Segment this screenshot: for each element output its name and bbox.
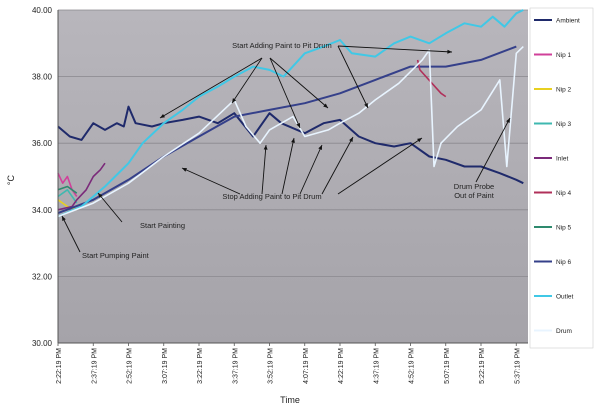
x-tick-label: 2:37:19 PM — [91, 348, 98, 384]
annotation-arrow — [337, 45, 453, 53]
series-line-inlet — [57, 162, 106, 211]
x-axis-title: Time — [280, 395, 300, 405]
legend-label: Nip 3 — [556, 121, 572, 128]
axes: 30.00 32.00 34.00 36.00 38.00 40.00 2:22:19 PM… — [32, 6, 528, 384]
series-line-nip-3 — [57, 189, 78, 204]
legend-label: Nip 1 — [556, 52, 572, 59]
annotation-label: Start Adding Paint to Pit Drum — [232, 41, 332, 50]
annotation-arrowhead — [160, 114, 165, 118]
x-tick-label: 2:52:19 PM — [127, 348, 134, 384]
annotation-arrowhead — [506, 118, 510, 123]
legend-label: Nip 2 — [556, 87, 572, 94]
y-tick-label: 36.00 — [32, 139, 53, 148]
x-tick-label: 5:37:19 PM — [514, 348, 521, 384]
legend-box — [529, 7, 594, 349]
x-tick-label: 3:07:19 PM — [162, 348, 169, 384]
annotation-arrow — [269, 57, 301, 129]
x-tick-label: 3:22:19 PM — [197, 348, 204, 384]
annotation-arrow — [231, 57, 263, 104]
annotation-arrowhead — [323, 103, 328, 108]
annotation-arrow — [269, 57, 329, 109]
annotation-arrow — [181, 167, 241, 195]
annotation-arrow — [337, 45, 369, 109]
series-line-nip-1 — [57, 172, 78, 197]
annotation-label: Drum Probe — [454, 182, 494, 191]
y-tick-label: 38.00 — [32, 73, 53, 82]
legend-label: Inlet — [556, 156, 568, 163]
annotation-arrowhead — [447, 49, 452, 54]
annotation-arrow — [475, 117, 511, 183]
annotation-arrow — [97, 192, 123, 223]
x-tick-label: 5:22:19 PM — [479, 348, 486, 384]
annotation-arrow — [299, 144, 323, 195]
annotation-arrowhead — [296, 123, 300, 128]
x-tick-label: 4:22:19 PM — [338, 348, 345, 384]
series-line-nip-6 — [57, 45, 517, 215]
x-tick-label: 4:37:19 PM — [373, 348, 380, 384]
series-line-nip-2 — [57, 199, 78, 211]
annotation-arrowhead — [318, 145, 322, 150]
annotation-arrow — [321, 136, 354, 195]
series-line-outlet — [57, 9, 524, 218]
annotation-arrowhead — [417, 138, 422, 143]
annotation-arrowhead — [291, 138, 295, 143]
annotation-arrow — [337, 137, 423, 195]
annotation-arrowhead — [182, 168, 187, 172]
x-tick-label: 2:22:19 PM — [56, 348, 63, 384]
y-tick-label: 30.00 — [32, 339, 53, 348]
series-line-drum — [57, 46, 524, 218]
annotation-arrowhead — [232, 98, 237, 103]
annotation-arrowhead — [263, 145, 268, 150]
legend-label: Outlet — [556, 294, 574, 301]
annotation-arrowhead — [98, 193, 103, 198]
legend-label: Nip 4 — [556, 190, 572, 197]
plot-area — [58, 10, 528, 343]
annotation-arrow — [159, 57, 263, 119]
y-tick-label: 32.00 — [32, 272, 53, 281]
annotation-label: Start Pumping Paint — [82, 251, 150, 260]
y-tick-label: 40.00 — [32, 6, 53, 15]
x-tick-label: 3:37:19 PM — [232, 348, 239, 384]
annotation-label: Stop Adding Paint to Pit Drum — [222, 192, 321, 201]
legend-label: Nip 6 — [556, 259, 572, 266]
x-tick-label: 4:52:19 PM — [409, 348, 416, 384]
annotation-arrowhead — [349, 137, 353, 142]
annotation-arrowhead — [62, 216, 66, 221]
annotations: Start Adding Paint to Pit Drum Stop Addin… — [61, 41, 511, 260]
annotation-arrow — [281, 137, 295, 195]
series-lines — [57, 9, 524, 218]
annotation-label: Out of Paint — [454, 191, 495, 200]
legend: Ambient Nip 1 Nip 2 Nip 3 Inlet Nip 4 Nip 5 Nip… — [529, 7, 594, 349]
x-tick-label: 4:07:19 PM — [303, 348, 310, 384]
annotation-arrow — [61, 215, 81, 253]
x-tick-label: 3:52:19 PM — [268, 348, 275, 384]
annotation-label: Start Painting — [140, 221, 185, 230]
legend-label: Drum — [556, 328, 572, 335]
annotation-arrow — [261, 144, 267, 195]
annotation-arrowhead — [364, 103, 368, 108]
legend-label: Ambient — [556, 18, 580, 25]
legend-label: Nip 5 — [556, 225, 572, 232]
y-tick-label: 34.00 — [32, 206, 53, 215]
series-line-ambient — [57, 105, 524, 185]
y-axis-title: °C — [6, 174, 16, 185]
series-line-nip-5 — [57, 185, 78, 194]
x-tick-label: 5:07:19 PM — [444, 348, 451, 384]
